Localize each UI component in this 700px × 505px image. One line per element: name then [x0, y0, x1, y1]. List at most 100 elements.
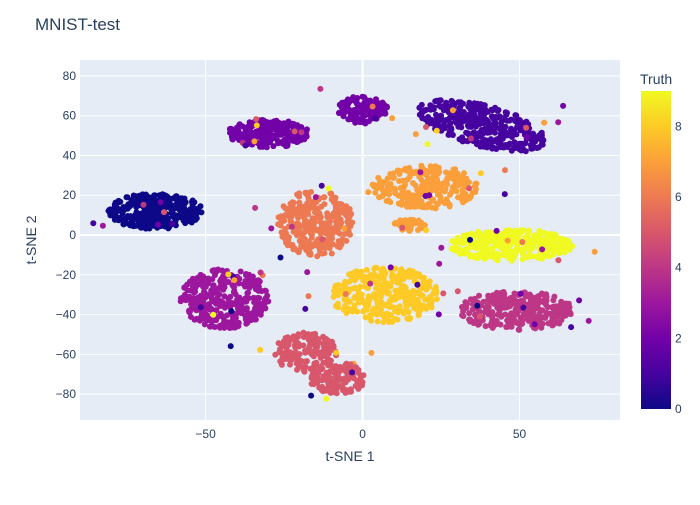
data-point — [252, 316, 259, 323]
data-point — [492, 319, 499, 326]
data-point — [353, 268, 360, 275]
data-point — [139, 216, 146, 223]
data-point — [197, 304, 204, 311]
data-point — [546, 245, 552, 252]
data-point — [515, 326, 522, 333]
data-point — [369, 181, 376, 188]
data-point — [519, 250, 526, 257]
data-point — [313, 340, 320, 347]
data-point — [376, 290, 383, 297]
data-point — [257, 346, 264, 353]
data-point — [444, 181, 451, 188]
data-point — [426, 192, 433, 199]
colorbar-ticks: 0 2 4 6 8 — [675, 119, 682, 416]
colorbar-gradient — [641, 91, 671, 409]
data-point — [434, 191, 441, 198]
data-point — [145, 209, 152, 216]
data-point — [333, 349, 340, 356]
data-point — [374, 318, 381, 325]
data-point — [280, 130, 287, 137]
data-point — [478, 250, 485, 257]
data-point — [328, 190, 335, 197]
data-point — [312, 379, 318, 386]
data-point — [349, 219, 356, 226]
data-point — [339, 104, 346, 111]
data-point — [486, 120, 493, 127]
data-point — [318, 182, 325, 189]
data-point — [504, 237, 511, 244]
data-point — [468, 135, 474, 142]
data-point — [512, 112, 519, 119]
data-point — [534, 145, 541, 151]
data-point — [446, 174, 452, 181]
data-point — [400, 276, 407, 283]
data-point — [328, 250, 335, 257]
colorbar-tick-label: 8 — [675, 119, 682, 133]
data-point — [532, 237, 539, 244]
data-point — [193, 307, 200, 314]
data-point — [140, 201, 147, 208]
data-point — [341, 225, 348, 232]
data-point — [253, 116, 260, 123]
data-point — [453, 117, 460, 124]
data-point — [316, 226, 323, 233]
data-point — [494, 292, 501, 299]
data-point — [273, 117, 280, 124]
data-point — [295, 341, 302, 348]
data-point — [554, 313, 561, 320]
data-point — [383, 103, 390, 110]
data-point — [387, 302, 393, 309]
data-point — [480, 120, 487, 127]
data-point — [278, 361, 285, 368]
data-point — [332, 200, 339, 206]
data-point — [541, 253, 548, 260]
data-point — [371, 266, 378, 273]
data-point — [517, 290, 524, 297]
data-point — [502, 109, 509, 116]
data-point — [534, 305, 541, 311]
data-point — [433, 296, 440, 303]
data-point — [218, 298, 225, 305]
data-point — [264, 292, 271, 299]
data-point — [288, 218, 295, 225]
data-point — [319, 250, 326, 257]
data-point — [349, 369, 356, 376]
data-point — [112, 200, 119, 207]
data-point — [332, 206, 339, 213]
data-point — [487, 137, 494, 144]
y-axis-label: t-SNE 2 — [23, 215, 39, 264]
data-point — [402, 181, 408, 188]
data-point — [434, 201, 441, 208]
data-point — [355, 385, 362, 392]
data-point — [308, 392, 315, 399]
data-point — [381, 267, 388, 274]
data-point — [360, 372, 367, 379]
data-point — [449, 132, 456, 138]
data-point — [205, 301, 212, 308]
data-point — [447, 191, 453, 198]
colorbar-tick-label: 6 — [675, 190, 682, 204]
data-point — [494, 311, 501, 318]
data-point — [482, 307, 489, 314]
data-point — [383, 198, 390, 204]
data-point — [333, 363, 339, 370]
chart-title: MNIST-test — [35, 15, 120, 34]
data-point — [375, 301, 382, 308]
data-point — [244, 290, 251, 297]
data-point — [245, 273, 252, 280]
data-point — [494, 108, 501, 114]
colorbar-title: Truth — [640, 71, 672, 87]
data-point — [568, 324, 575, 331]
data-point — [374, 311, 380, 318]
data-point — [133, 209, 140, 216]
data-point — [536, 231, 543, 238]
data-point — [416, 192, 423, 199]
data-point — [195, 205, 201, 212]
data-point — [285, 234, 292, 241]
data-point — [391, 220, 398, 227]
data-point — [300, 342, 307, 349]
data-point — [186, 293, 193, 300]
data-point — [178, 207, 185, 214]
data-point — [327, 342, 334, 349]
data-point — [481, 136, 488, 143]
